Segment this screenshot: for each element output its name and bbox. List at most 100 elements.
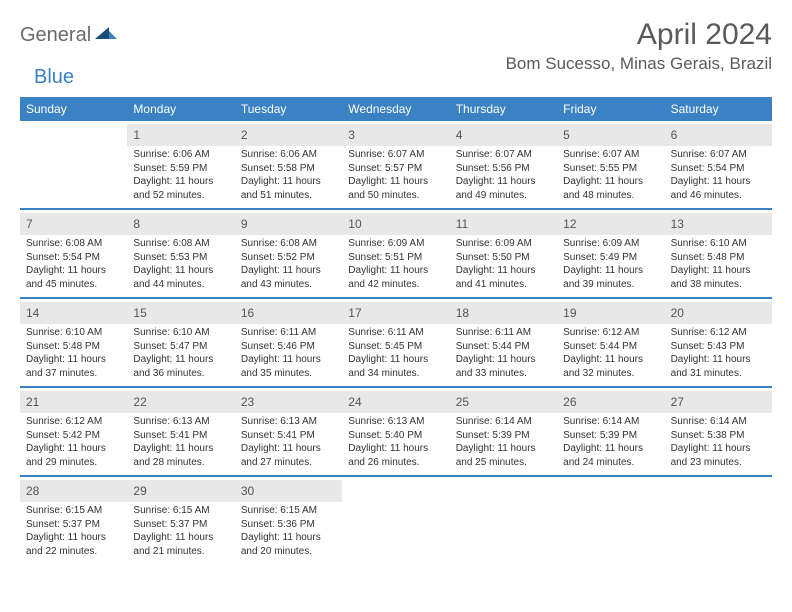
sunrise-text: Sunrise: 6:12 AM (26, 415, 121, 429)
sunrise-text: Sunrise: 6:06 AM (241, 148, 336, 162)
day-number: 23 (241, 395, 254, 409)
sunset-text: Sunset: 5:52 PM (241, 251, 336, 265)
day-header: Sunday (20, 97, 127, 121)
daylight-text-2: and 26 minutes. (348, 456, 443, 470)
day-number: 26 (563, 395, 576, 409)
day-info: Sunrise: 6:10 AMSunset: 5:48 PMDaylight:… (671, 237, 766, 291)
sunrise-text: Sunrise: 6:11 AM (348, 326, 443, 340)
daylight-text-1: Daylight: 11 hours (456, 353, 551, 367)
day-info: Sunrise: 6:10 AMSunset: 5:47 PMDaylight:… (133, 326, 228, 380)
daylight-text-1: Daylight: 11 hours (563, 175, 658, 189)
daylight-text-1: Daylight: 11 hours (241, 264, 336, 278)
sunrise-text: Sunrise: 6:12 AM (671, 326, 766, 340)
day-number: 11 (456, 217, 468, 231)
month-title: April 2024 (506, 18, 772, 52)
daylight-text-1: Daylight: 11 hours (241, 175, 336, 189)
sunrise-text: Sunrise: 6:15 AM (133, 504, 228, 518)
day-header: Saturday (665, 97, 772, 121)
daylight-text-2: and 27 minutes. (241, 456, 336, 470)
day-number: 29 (133, 484, 146, 498)
day-info: Sunrise: 6:11 AMSunset: 5:46 PMDaylight:… (241, 326, 336, 380)
day-cell: 26Sunrise: 6:14 AMSunset: 5:39 PMDayligh… (557, 388, 664, 475)
day-info: Sunrise: 6:07 AMSunset: 5:54 PMDaylight:… (671, 148, 766, 202)
sunset-text: Sunset: 5:53 PM (133, 251, 228, 265)
day-number: 16 (241, 306, 254, 320)
day-number-row: 27 (665, 391, 772, 413)
daylight-text-1: Daylight: 11 hours (671, 264, 766, 278)
daylight-text-2: and 25 minutes. (456, 456, 551, 470)
sunset-text: Sunset: 5:54 PM (26, 251, 121, 265)
logo: General (20, 18, 119, 47)
day-cell: 24Sunrise: 6:13 AMSunset: 5:40 PMDayligh… (342, 388, 449, 475)
day-number: 30 (241, 484, 254, 498)
sunrise-text: Sunrise: 6:12 AM (563, 326, 658, 340)
location-text: Bom Sucesso, Minas Gerais, Brazil (506, 54, 772, 74)
day-info: Sunrise: 6:11 AMSunset: 5:44 PMDaylight:… (456, 326, 551, 380)
day-cell: 7Sunrise: 6:08 AMSunset: 5:54 PMDaylight… (20, 210, 127, 297)
title-block: April 2024 Bom Sucesso, Minas Gerais, Br… (506, 18, 772, 74)
sunrise-text: Sunrise: 6:08 AM (26, 237, 121, 251)
day-number-row: 26 (557, 391, 664, 413)
sunset-text: Sunset: 5:44 PM (563, 340, 658, 354)
day-number: 10 (348, 217, 361, 231)
day-number-row: 29 (127, 480, 234, 502)
weeks-container: 1 Sunrise: 6:06 AM Sunset: 5:59 PM Daylight… (20, 121, 772, 564)
daylight-text-1: Daylight: 11 hours (241, 353, 336, 367)
day-number: 3 (348, 128, 355, 142)
daylight-text-1: Daylight: 11 hours (26, 264, 121, 278)
day-cell: 9Sunrise: 6:08 AMSunset: 5:52 PMDaylight… (235, 210, 342, 297)
daylight-text-2: and 29 minutes. (26, 456, 121, 470)
day-cell: 12Sunrise: 6:09 AMSunset: 5:49 PMDayligh… (557, 210, 664, 297)
day-number-row: 9 (235, 213, 342, 235)
sunset-text: Sunset: 5:50 PM (456, 251, 551, 265)
sunset-text: Sunset: 5:54 PM (671, 162, 766, 176)
day-number: 13 (671, 217, 684, 231)
day-number-row: 2 (235, 124, 342, 146)
sunset-text: Sunset: 5:45 PM (348, 340, 443, 354)
calendar: SundayMondayTuesdayWednesdayThursdayFrid… (20, 97, 772, 564)
day-cell (557, 477, 664, 564)
sunset-text: Sunset: 5:48 PM (671, 251, 766, 265)
day-number-row: 24 (342, 391, 449, 413)
sunrise-text: Sunrise: 6:14 AM (671, 415, 766, 429)
daylight-text-1: Daylight: 11 hours (241, 531, 336, 545)
daylight-text-2: and 45 minutes. (26, 278, 121, 292)
day-number-row: 30 (235, 480, 342, 502)
day-cell: 29Sunrise: 6:15 AMSunset: 5:37 PMDayligh… (127, 477, 234, 564)
day-number-row: 20 (665, 302, 772, 324)
sunset-text: Sunset: 5:39 PM (563, 429, 658, 443)
day-cell (20, 121, 127, 208)
daylight-text-2: and 46 minutes. (671, 189, 766, 203)
day-info: Sunrise: 6:09 AMSunset: 5:49 PMDaylight:… (563, 237, 658, 291)
day-number: 28 (26, 484, 39, 498)
day-header: Thursday (450, 97, 557, 121)
daylight-text-2: and 44 minutes. (133, 278, 228, 292)
day-number-row: 16 (235, 302, 342, 324)
day-cell: 28Sunrise: 6:15 AMSunset: 5:37 PMDayligh… (20, 477, 127, 564)
day-number-row: 21 (20, 391, 127, 413)
day-number: 4 (456, 128, 463, 142)
daylight-text-1: Daylight: 11 hours (133, 531, 228, 545)
day-number-row: 10 (342, 213, 449, 235)
day-info: Sunrise: 6:13 AMSunset: 5:41 PMDaylight:… (133, 415, 228, 469)
day-number-row: 19 (557, 302, 664, 324)
day-number-row: 1 (127, 124, 234, 146)
sunset-text: Sunset: 5:59 PM (133, 162, 228, 176)
day-info: Sunrise: 6:13 AMSunset: 5:41 PMDaylight:… (241, 415, 336, 469)
day-cell: 8Sunrise: 6:08 AMSunset: 5:53 PMDaylight… (127, 210, 234, 297)
day-info: Sunrise: 6:09 AMSunset: 5:50 PMDaylight:… (456, 237, 551, 291)
sunrise-text: Sunrise: 6:09 AM (563, 237, 658, 251)
daylight-text-2: and 36 minutes. (133, 367, 228, 381)
daylight-text-1: Daylight: 11 hours (241, 442, 336, 456)
daylight-text-1: Daylight: 11 hours (348, 353, 443, 367)
day-cell: 19Sunrise: 6:12 AMSunset: 5:44 PMDayligh… (557, 299, 664, 386)
day-cell: 1Sunrise: 6:06 AMSunset: 5:59 PMDaylight… (127, 121, 234, 208)
day-cell: 17Sunrise: 6:11 AMSunset: 5:45 PMDayligh… (342, 299, 449, 386)
daylight-text-2: and 51 minutes. (241, 189, 336, 203)
day-info: Sunrise: 6:10 AMSunset: 5:48 PMDaylight:… (26, 326, 121, 380)
logo-text-blue: Blue (34, 66, 74, 89)
day-cell: 10Sunrise: 6:09 AMSunset: 5:51 PMDayligh… (342, 210, 449, 297)
daylight-text-1: Daylight: 11 hours (671, 442, 766, 456)
sunrise-text: Sunrise: 6:13 AM (348, 415, 443, 429)
day-number: 20 (671, 306, 684, 320)
